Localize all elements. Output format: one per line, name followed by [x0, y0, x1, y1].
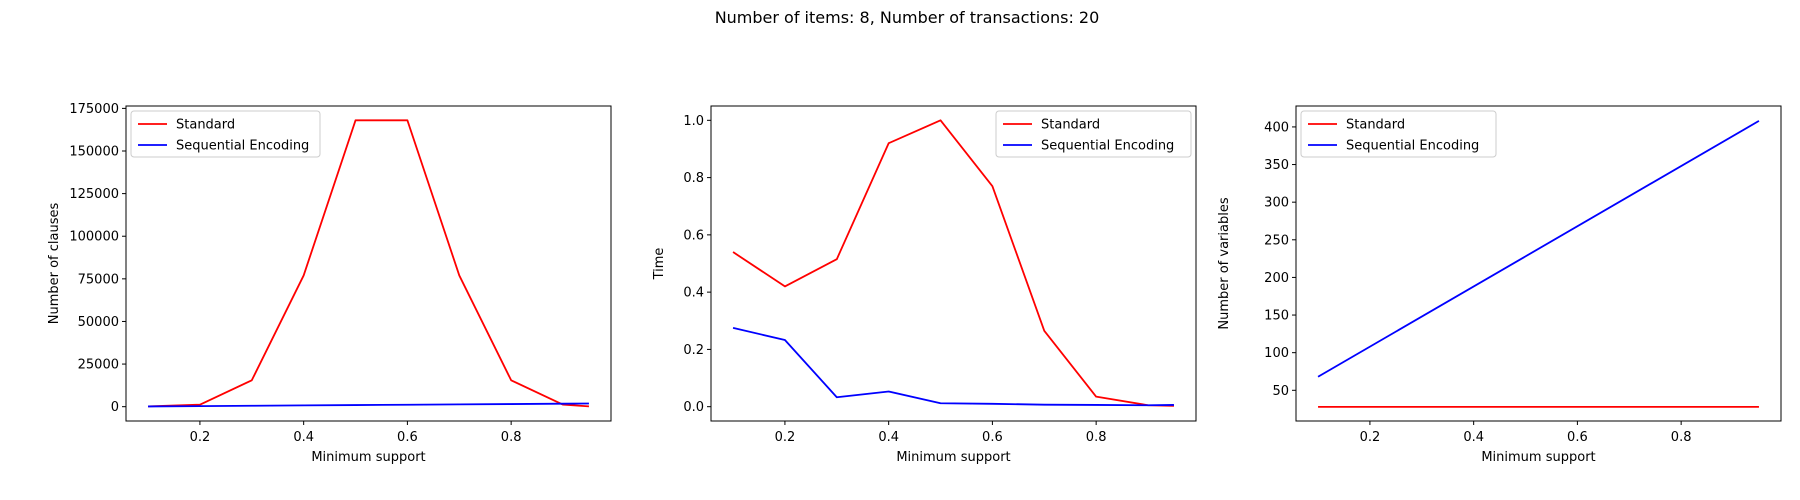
- legend-label: Sequential Encoding: [1041, 139, 1174, 154]
- subplot-3: 0.2 0.4 0.6 0.8 50 100 150 200 250 300 350 400 Minim…: [1217, 105, 1782, 465]
- figure-suptitle: Number of items: 8, Number of transactio…: [715, 8, 1100, 27]
- series-line-sequential-encoding: [148, 402, 589, 408]
- y-tick-label: 100000: [69, 230, 119, 245]
- x-tick-label: 0.6: [397, 430, 418, 445]
- y-axis-label: Number of clauses: [47, 203, 62, 325]
- y-tick-label: 300: [1264, 196, 1289, 211]
- y-tick-label: 50000: [78, 315, 119, 330]
- axes-frame: [1295, 105, 1782, 422]
- x-tick-label: 0.4: [293, 430, 314, 445]
- x-tick-label: 0.8: [1671, 430, 1692, 445]
- axes-frame: [710, 105, 1197, 422]
- x-tick-label: 0.6: [1567, 430, 1588, 445]
- y-axis-label: Time: [652, 248, 667, 281]
- legend-label: Sequential Encoding: [1346, 139, 1479, 154]
- subplot-2: 0.2 0.4 0.6 0.8 0.0 0.2 0.4 0.6 0.8 1.0 Minimum su…: [652, 105, 1197, 465]
- y-axis-label: Number of variables: [1217, 197, 1232, 329]
- y-tick-label: 150000: [69, 145, 119, 160]
- axes-frame: [125, 105, 612, 422]
- y-tick-label: 0.6: [683, 228, 704, 243]
- series-line-sequential-encoding: [732, 327, 1174, 407]
- x-tick-label: 0.2: [190, 430, 211, 445]
- y-tick-label: 25000: [78, 358, 119, 373]
- y-tick-label: 0.4: [683, 286, 704, 301]
- x-tick-label: 0.4: [878, 430, 899, 445]
- legend-box: [995, 110, 1192, 158]
- y-tick-label: 400: [1264, 120, 1289, 135]
- y-tick-label: 75000: [78, 272, 119, 287]
- series-line-standard: [148, 119, 590, 408]
- x-axis-label: Minimum support: [896, 450, 1010, 465]
- y-tick-label: 350: [1264, 158, 1289, 173]
- legend: Standard Sequential Encoding: [1300, 110, 1497, 158]
- y-tick-label: 150: [1264, 309, 1289, 324]
- x-tick-label: 0.8: [1086, 430, 1107, 445]
- series-line-standard: [732, 119, 1174, 407]
- subplot-1: 0.2 0.4 0.6 0.8 0 25000 50000 75000 100000 125000…: [47, 102, 612, 465]
- x-axis-label: Minimum support: [311, 450, 425, 465]
- y-tick-label: 0.0: [683, 400, 704, 415]
- legend-label: Sequential Encoding: [176, 139, 309, 154]
- y-tick-label: 0.2: [683, 343, 704, 358]
- y-tick-label: 200: [1264, 271, 1289, 286]
- y-tick-label: 0.8: [683, 171, 704, 186]
- y-tick-label: 1.0: [683, 114, 704, 129]
- legend-label: Standard: [176, 118, 235, 133]
- y-tick-label: 100: [1264, 346, 1289, 361]
- series-line-sequential-encoding: [1317, 120, 1760, 378]
- x-tick-label: 0.4: [1463, 430, 1484, 445]
- x-tick-label: 0.6: [982, 430, 1003, 445]
- y-tick-label: 175000: [69, 102, 119, 117]
- subplots: 0.2 0.4 0.6 0.8 0 25000 50000 75000 100000 125000…: [47, 102, 1782, 465]
- y-tick-label: 50: [1272, 384, 1289, 399]
- legend-box: [130, 110, 321, 158]
- legend: Standard Sequential Encoding: [995, 110, 1192, 158]
- y-tick-label: 250: [1264, 233, 1289, 248]
- legend-box: [1300, 110, 1497, 158]
- legend: Standard Sequential Encoding: [130, 110, 321, 158]
- y-tick-label: 0: [111, 400, 119, 415]
- legend-label: Standard: [1041, 118, 1100, 133]
- x-tick-label: 0.2: [775, 430, 796, 445]
- x-axis-label: Minimum support: [1481, 450, 1595, 465]
- x-tick-label: 0.8: [501, 430, 522, 445]
- legend-label: Standard: [1346, 118, 1405, 133]
- x-tick-label: 0.2: [1360, 430, 1381, 445]
- y-tick-label: 125000: [69, 187, 119, 202]
